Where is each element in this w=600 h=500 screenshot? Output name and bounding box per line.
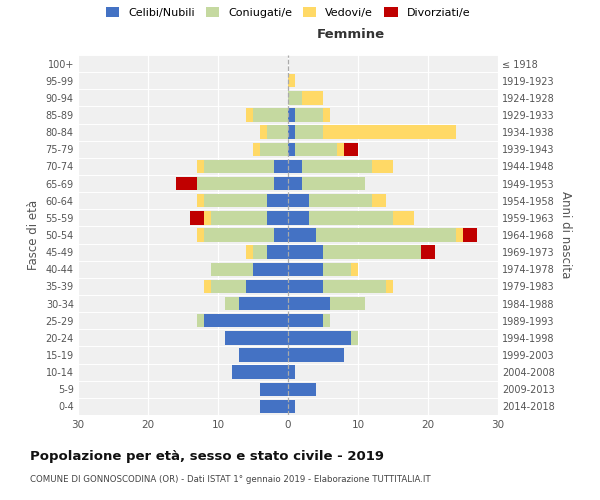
- Bar: [197, 160, 204, 173]
- Bar: [288, 74, 295, 88]
- Bar: [260, 382, 288, 396]
- Legend: Celibi/Nubili, Coniugati/e, Vedovi/e, Divorziati/e: Celibi/Nubili, Coniugati/e, Vedovi/e, Di…: [101, 2, 475, 22]
- Bar: [323, 108, 330, 122]
- Bar: [288, 297, 330, 310]
- Bar: [323, 280, 386, 293]
- Bar: [204, 228, 274, 241]
- Bar: [246, 108, 253, 122]
- Bar: [316, 228, 456, 241]
- Bar: [204, 160, 274, 173]
- Bar: [288, 366, 295, 379]
- Text: Femmine: Femmine: [317, 28, 385, 40]
- Bar: [323, 246, 421, 259]
- Y-axis label: Fasce di età: Fasce di età: [27, 200, 40, 270]
- Bar: [302, 91, 323, 104]
- Bar: [204, 211, 211, 224]
- Bar: [197, 194, 204, 207]
- Bar: [288, 400, 295, 413]
- Bar: [288, 262, 323, 276]
- Bar: [267, 246, 288, 259]
- Bar: [302, 160, 372, 173]
- Bar: [253, 246, 267, 259]
- Bar: [204, 194, 267, 207]
- Bar: [197, 314, 204, 328]
- Bar: [288, 314, 323, 328]
- Bar: [267, 211, 288, 224]
- Bar: [239, 348, 288, 362]
- Bar: [253, 262, 288, 276]
- Bar: [288, 142, 295, 156]
- Bar: [288, 126, 295, 139]
- Bar: [288, 211, 309, 224]
- Bar: [211, 211, 267, 224]
- Bar: [267, 126, 288, 139]
- Bar: [190, 211, 204, 224]
- Bar: [288, 348, 344, 362]
- Bar: [253, 108, 288, 122]
- Bar: [232, 366, 288, 379]
- Bar: [288, 382, 316, 396]
- Y-axis label: Anni di nascita: Anni di nascita: [559, 192, 572, 278]
- Bar: [386, 280, 393, 293]
- Bar: [288, 280, 323, 293]
- Bar: [337, 142, 344, 156]
- Bar: [288, 91, 302, 104]
- Bar: [288, 160, 302, 173]
- Bar: [288, 194, 309, 207]
- Bar: [330, 297, 365, 310]
- Bar: [246, 246, 253, 259]
- Bar: [197, 177, 274, 190]
- Bar: [393, 211, 414, 224]
- Bar: [372, 194, 386, 207]
- Bar: [288, 177, 302, 190]
- Bar: [204, 280, 211, 293]
- Bar: [456, 228, 463, 241]
- Bar: [344, 142, 358, 156]
- Bar: [197, 228, 204, 241]
- Bar: [288, 246, 323, 259]
- Bar: [302, 177, 365, 190]
- Bar: [239, 297, 288, 310]
- Bar: [274, 228, 288, 241]
- Bar: [225, 331, 288, 344]
- Bar: [351, 331, 358, 344]
- Bar: [288, 108, 295, 122]
- Bar: [295, 142, 337, 156]
- Bar: [211, 280, 246, 293]
- Bar: [372, 160, 393, 173]
- Bar: [267, 194, 288, 207]
- Bar: [274, 160, 288, 173]
- Text: COMUNE DI GONNOSCODINA (OR) - Dati ISTAT 1° gennaio 2019 - Elaborazione TUTTITAL: COMUNE DI GONNOSCODINA (OR) - Dati ISTAT…: [30, 475, 431, 484]
- Bar: [274, 177, 288, 190]
- Bar: [225, 297, 239, 310]
- Bar: [246, 280, 288, 293]
- Bar: [288, 228, 316, 241]
- Bar: [260, 142, 288, 156]
- Bar: [351, 262, 358, 276]
- Bar: [253, 142, 260, 156]
- Bar: [309, 211, 393, 224]
- Bar: [260, 126, 267, 139]
- Bar: [421, 246, 435, 259]
- Bar: [211, 262, 253, 276]
- Bar: [323, 126, 456, 139]
- Bar: [323, 314, 330, 328]
- Bar: [463, 228, 477, 241]
- Bar: [295, 108, 323, 122]
- Bar: [260, 400, 288, 413]
- Bar: [288, 331, 351, 344]
- Bar: [176, 177, 197, 190]
- Bar: [204, 314, 288, 328]
- Bar: [295, 126, 323, 139]
- Text: Popolazione per età, sesso e stato civile - 2019: Popolazione per età, sesso e stato civil…: [30, 450, 384, 463]
- Bar: [323, 262, 351, 276]
- Bar: [309, 194, 372, 207]
